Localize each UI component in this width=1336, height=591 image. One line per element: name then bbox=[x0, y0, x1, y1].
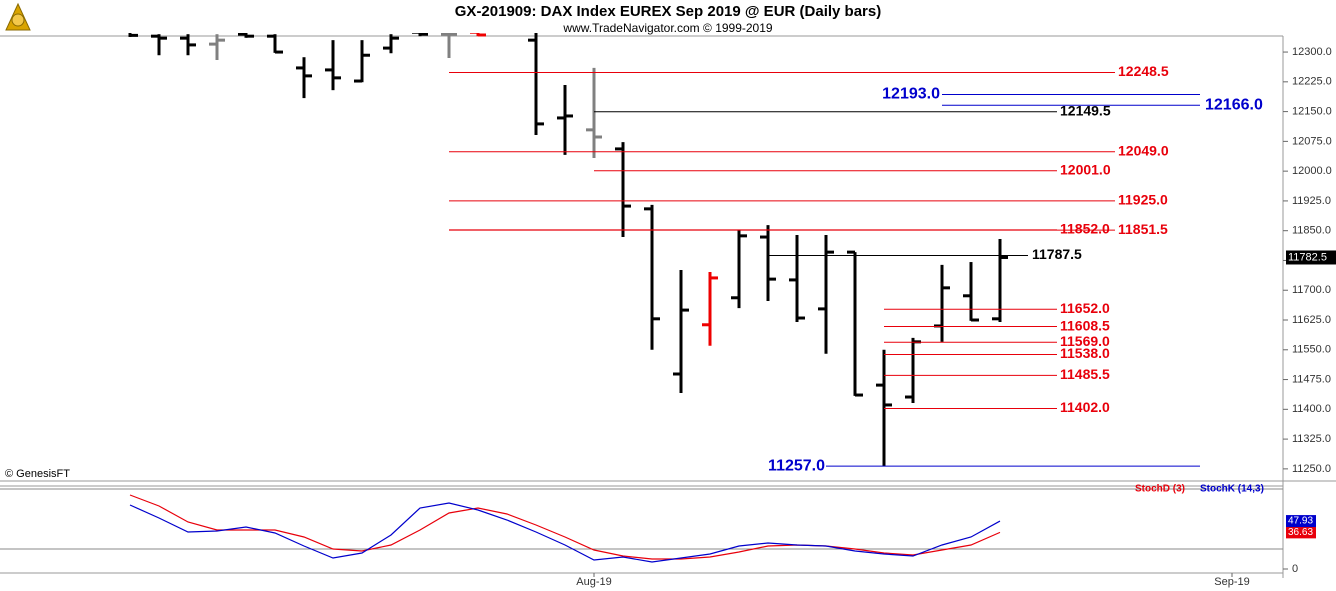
y-tick-label: 11250.0 bbox=[1292, 463, 1331, 475]
y-tick-label: 11625.0 bbox=[1292, 314, 1331, 326]
level-label: 11569.0 bbox=[1060, 333, 1110, 349]
y-tick-label: 12300.0 bbox=[1292, 46, 1332, 58]
level-label: 11851.5 bbox=[1118, 221, 1168, 237]
x-tick-label: Aug-19 bbox=[576, 576, 611, 588]
legend-entry: StochD (3) bbox=[1135, 484, 1185, 495]
price-plot bbox=[128, 33, 1008, 467]
y-tick-label: 12000.0 bbox=[1292, 165, 1332, 177]
level-label: 11925.0 bbox=[1118, 192, 1168, 208]
level-label: 12193.0 bbox=[882, 86, 940, 103]
level-label: 12001.0 bbox=[1060, 161, 1111, 177]
y-tick-label: 12150.0 bbox=[1292, 106, 1332, 118]
level-label: 12248.5 bbox=[1118, 63, 1169, 79]
x-tick-label: Sep-19 bbox=[1214, 576, 1249, 588]
y-tick-label: 11475.0 bbox=[1292, 373, 1331, 385]
legend-entry: StochK (14,3) bbox=[1200, 484, 1264, 495]
y-tick-label: 11550.0 bbox=[1292, 344, 1331, 356]
y-tick-label: 11700.0 bbox=[1292, 284, 1331, 296]
last-value-box bbox=[1286, 515, 1316, 528]
stoch-line bbox=[129, 494, 1001, 560]
level-label: 11485.5 bbox=[1060, 366, 1110, 382]
stoch-line bbox=[129, 502, 1001, 563]
last-price-label: 11782.5 bbox=[1288, 251, 1327, 263]
y-tick-label: 11325.0 bbox=[1292, 433, 1331, 445]
level-label: 11257.0 bbox=[768, 457, 825, 474]
level-label: 11852.0 bbox=[1060, 221, 1110, 237]
logo bbox=[5, 2, 31, 31]
level-label: 12149.5 bbox=[1060, 103, 1111, 119]
chart-title: GX-201909: DAX Index EUREX Sep 2019 @ EU… bbox=[455, 3, 881, 20]
level-label: 12166.0 bbox=[1205, 96, 1263, 113]
level-label: 11652.0 bbox=[1060, 300, 1110, 316]
y-tick-label: 12225.0 bbox=[1292, 76, 1332, 88]
stochastic-plot bbox=[0, 488, 1283, 563]
last-value-box bbox=[1286, 526, 1316, 539]
last-value-label: 47.93 bbox=[1288, 516, 1313, 527]
y-tick-label: 12075.0 bbox=[1292, 135, 1332, 147]
level-label: 12049.0 bbox=[1118, 142, 1169, 158]
level-label: 11402.0 bbox=[1060, 399, 1110, 415]
y-tick-label: 11400.0 bbox=[1292, 403, 1331, 415]
level-label: 11538.0 bbox=[1060, 345, 1110, 361]
last-value-label: 36.63 bbox=[1288, 527, 1313, 538]
y-tick-label: 11925.0 bbox=[1292, 195, 1331, 207]
level-label: 11608.5 bbox=[1060, 317, 1110, 333]
chart-subtitle: www.TradeNavigator.com © 1999-2019 bbox=[562, 21, 772, 35]
y-tick-label: 0 bbox=[1292, 563, 1298, 575]
watermark: © GenesisFT bbox=[5, 468, 70, 480]
y-tick-label: 11850.0 bbox=[1292, 225, 1331, 237]
level-label: 11787.5 bbox=[1032, 246, 1082, 262]
last-price-box bbox=[1286, 250, 1336, 265]
